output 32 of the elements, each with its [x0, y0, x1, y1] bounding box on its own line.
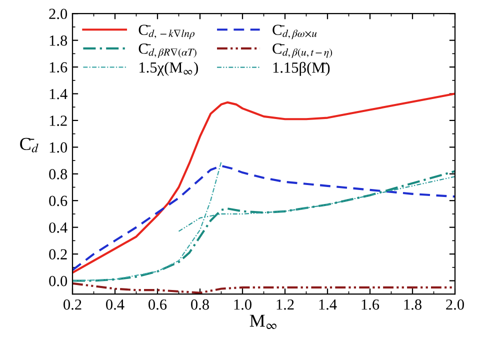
y-tick-label: 0.8 [49, 169, 68, 180]
x-tick-label: 1.8 [404, 299, 422, 310]
x-tick-label: 1.6 [362, 299, 380, 310]
legend-label: C̄$_{d,βR∇(αT)}$ [138, 44, 196, 58]
legend-label: C̄$_{d,βω×u}$ [272, 24, 317, 40]
y-tick-label: 0.6 [49, 196, 68, 206]
x-tick-label: 1.4 [319, 299, 337, 310]
y-tick-label: 1.2 [50, 116, 67, 126]
y-tick-label: 0.0 [49, 276, 68, 286]
y-tick-label: 1.4 [50, 88, 68, 100]
x-tick-label: 1.0 [234, 299, 252, 310]
x-tick-label: 0.2 [64, 299, 82, 310]
legend-label: C̄$_{d,β(u,t−η)}$ [272, 44, 332, 58]
y-tick-label: 0.2 [49, 249, 67, 260]
y-tick-label: 1.8 [50, 35, 68, 46]
y-tick-label: 0.4 [49, 222, 68, 233]
line-series [178, 176, 455, 232]
x-tick-label: 0.4 [106, 299, 124, 310]
legend-label: 1.5χ(M$_{∞}$) [140, 62, 198, 76]
x-tick-label: 0.8 [191, 299, 209, 310]
y-tick-label: 2.0 [49, 8, 68, 20]
line-series [72, 92, 455, 274]
y-tick-label: 1.0 [50, 142, 68, 153]
legend-label: C̄$_{d,−k∇lnρ}$ [138, 24, 195, 40]
y-axis-title: C̄$_{d}$ [20, 138, 38, 152]
y-tick-label: 1.6 [50, 62, 68, 73]
x-tick-label: 1.2 [276, 299, 294, 310]
legend-label: 1.15β(M̄) [273, 62, 330, 76]
line-series [72, 161, 222, 282]
x-tick-label: 2.0 [446, 299, 464, 310]
x-tick-label: 0.6 [148, 299, 167, 310]
x-axis-title: M$_{∞}$ [250, 314, 276, 330]
